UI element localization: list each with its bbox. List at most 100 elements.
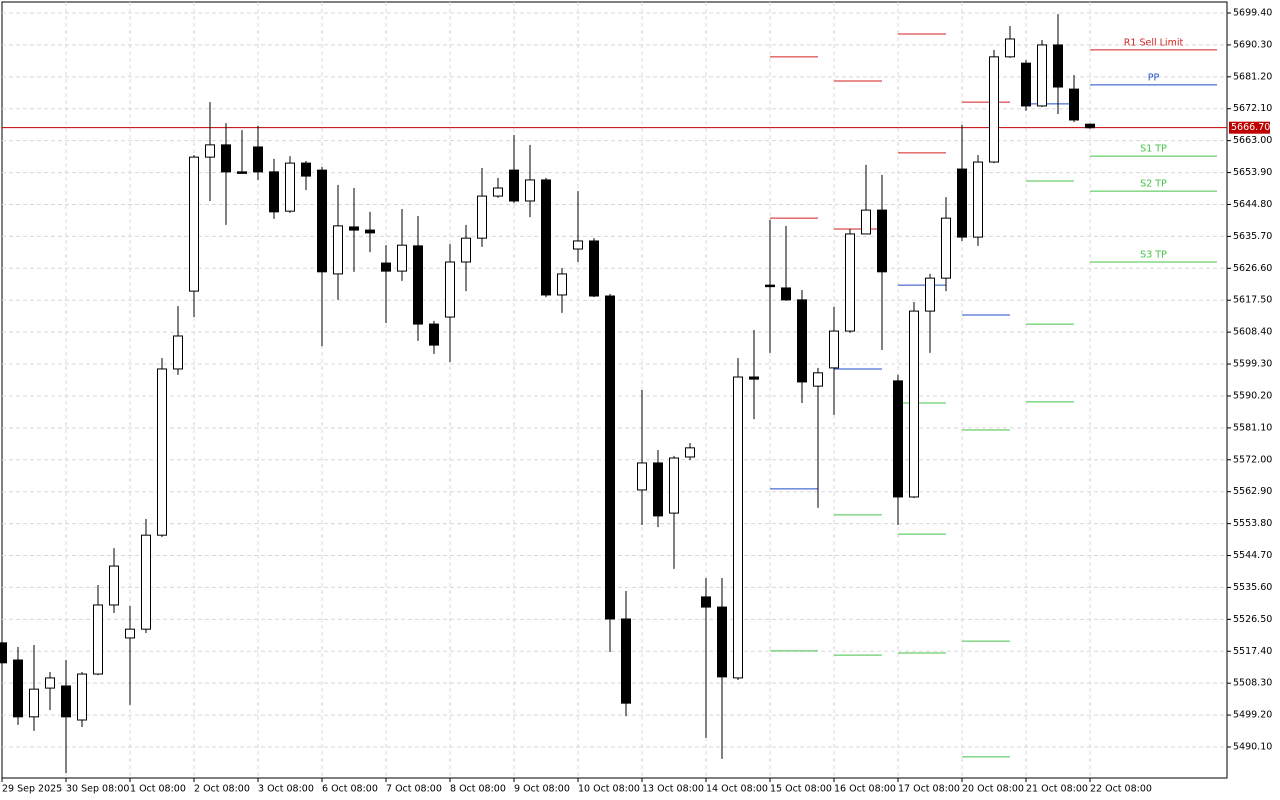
candle-body	[365, 229, 375, 234]
candle-body	[29, 688, 39, 718]
candle-body	[61, 685, 71, 718]
y-tick-label: 5653.90	[1233, 167, 1272, 178]
candle-body	[0, 642, 7, 664]
x-tick-label: 8 Oct 08:00	[450, 784, 506, 795]
candle-body	[109, 565, 119, 606]
candle-body	[733, 376, 743, 679]
y-tick-label: 5672.10	[1233, 103, 1272, 114]
candle-body	[701, 596, 711, 608]
candle-body	[301, 162, 311, 177]
x-tick-label: 17 Oct 08:00	[898, 784, 960, 795]
candle-body	[77, 673, 87, 721]
candle-body	[573, 240, 583, 250]
x-tick-label: 1 Oct 08:00	[130, 784, 186, 795]
y-tick-label: 5699.40	[1233, 8, 1272, 19]
candle-body	[669, 457, 679, 514]
candle-body	[845, 233, 855, 332]
y-tick-label: 5681.20	[1233, 71, 1272, 82]
y-tick-label: 5535.60	[1233, 582, 1272, 593]
y-tick-label: 5690.30	[1233, 39, 1272, 50]
x-tick-label: 9 Oct 08:00	[514, 784, 570, 795]
x-tick-label: 16 Oct 08:00	[834, 784, 896, 795]
candle-body	[285, 162, 295, 212]
candle-body	[157, 368, 167, 536]
y-tick-label: 5608.40	[1233, 327, 1272, 338]
candle-body	[381, 262, 391, 272]
candle-body	[509, 169, 519, 202]
candle-body	[253, 146, 263, 173]
x-tick-label: 15 Oct 08:00	[770, 784, 832, 795]
candle-body	[813, 372, 823, 387]
x-tick-label: 13 Oct 08:00	[642, 784, 704, 795]
candle-body	[13, 659, 23, 718]
y-tick-label: 5644.80	[1233, 199, 1272, 210]
candle-body	[637, 462, 647, 491]
level-label: S3 TP	[1140, 249, 1167, 260]
y-tick-label: 5553.80	[1233, 518, 1272, 529]
x-tick-label: 30 Sep 08:00	[66, 784, 129, 795]
candle-body	[973, 161, 983, 238]
candle-body	[765, 284, 775, 288]
candle-body	[541, 179, 551, 296]
candle-body	[93, 604, 103, 675]
candle-body	[1021, 62, 1031, 107]
x-tick-label: 6 Oct 08:00	[322, 784, 378, 795]
candle-body	[829, 330, 839, 369]
candle-body	[1005, 38, 1015, 58]
level-label: PP	[1148, 72, 1160, 83]
candle-body	[333, 225, 343, 275]
x-tick-label: 3 Oct 08:00	[258, 784, 314, 795]
y-tick-label: 5635.70	[1233, 231, 1272, 242]
level-label: R1 Sell Limit	[1124, 37, 1184, 48]
candle-body	[349, 226, 359, 231]
y-tick-label: 5499.20	[1233, 710, 1272, 721]
x-tick-label: 14 Oct 08:00	[706, 784, 768, 795]
candle-body	[605, 295, 615, 620]
candle-body	[1037, 44, 1047, 107]
candle-body	[413, 245, 423, 325]
candle-body	[477, 195, 487, 239]
candle-body	[989, 56, 999, 163]
candle-body	[685, 447, 695, 458]
y-tick-label: 5508.30	[1233, 678, 1272, 689]
candle-body	[925, 277, 935, 312]
x-tick-label: 20 Oct 08:00	[962, 784, 1024, 795]
candle-body	[141, 534, 151, 630]
x-tick-label: 7 Oct 08:00	[386, 784, 442, 795]
candle-body	[589, 240, 599, 297]
candle-body	[653, 462, 663, 517]
candle-body	[861, 209, 871, 235]
x-tick-label: 2 Oct 08:00	[194, 784, 250, 795]
candle-body	[957, 168, 967, 238]
candle-body	[221, 144, 231, 173]
current-price-label: 5666.70	[1231, 122, 1270, 133]
candle-body	[893, 380, 903, 498]
x-tick-label: 21 Oct 08:00	[1026, 784, 1088, 795]
candle-body	[45, 677, 55, 689]
candle-body	[429, 323, 439, 346]
candle-body	[941, 217, 951, 279]
candle-body	[205, 144, 215, 158]
candle-body	[717, 606, 727, 678]
y-tick-label: 5581.10	[1233, 422, 1272, 433]
level-label: S2 TP	[1140, 179, 1167, 190]
candle-body	[1053, 44, 1063, 88]
y-tick-label: 5517.40	[1233, 646, 1272, 657]
y-tick-label: 5562.90	[1233, 486, 1272, 497]
y-tick-label: 5572.00	[1233, 454, 1272, 465]
candle-body	[621, 618, 631, 704]
candle-body	[461, 237, 471, 263]
candle-body	[877, 209, 887, 273]
candle-body	[909, 310, 919, 498]
y-tick-label: 5626.60	[1233, 263, 1272, 274]
level-label: S1 TP	[1140, 144, 1167, 155]
candle-body	[269, 171, 279, 213]
candle-body	[1085, 123, 1095, 129]
current-price-box	[1229, 121, 1270, 134]
x-tick-label: 29 Sep 2025	[2, 784, 62, 795]
candle-body	[125, 628, 135, 639]
candle-body	[1069, 88, 1079, 121]
candle-body	[189, 156, 199, 292]
y-tick-label: 5599.30	[1233, 359, 1272, 370]
